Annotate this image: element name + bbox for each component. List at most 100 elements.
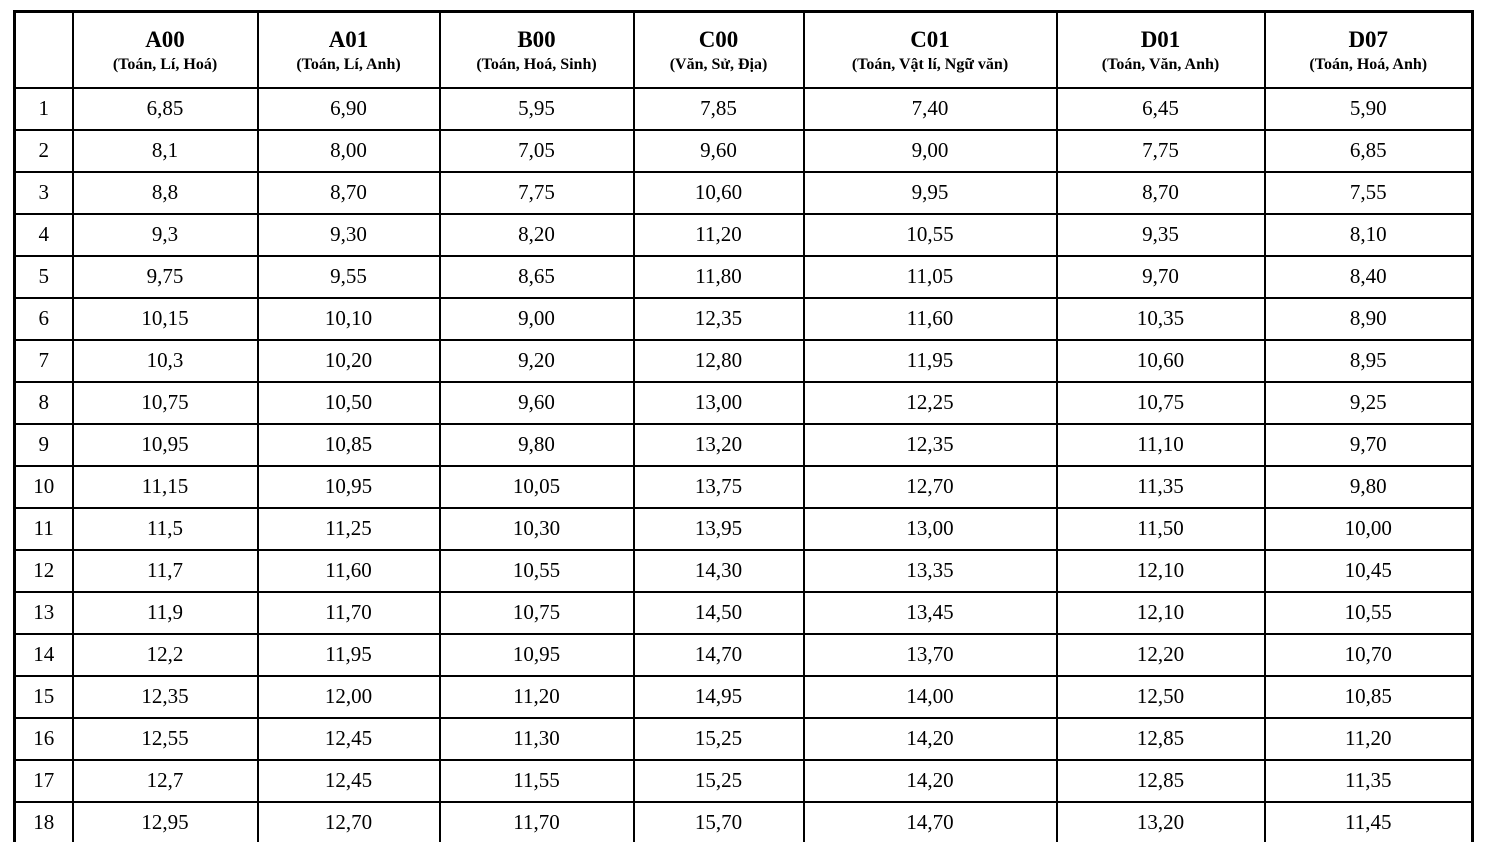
score-cell: 8,00 xyxy=(256,128,441,173)
column-code: C00 xyxy=(698,26,739,52)
score-cell: 8,10 xyxy=(1263,212,1474,257)
score-cell: 12,35 xyxy=(802,422,1058,467)
score-cell: 5,90 xyxy=(1263,86,1474,131)
score-cell: 12,10 xyxy=(1055,548,1266,593)
row-number-cell: 13 xyxy=(13,590,74,635)
score-cell: 8,20 xyxy=(438,212,635,257)
score-cell: 12,35 xyxy=(632,296,805,341)
score-cell: 15,70 xyxy=(632,800,805,842)
score-cell: 10,75 xyxy=(71,380,259,425)
score-cell: 14,30 xyxy=(632,548,805,593)
score-cell: 10,85 xyxy=(1263,674,1474,719)
row-number-cell: 8 xyxy=(13,380,74,425)
table-row: 16 12,55 12,45 11,30 15,25 14,20 12,85 11,20 xyxy=(13,716,1474,761)
score-cell: 13,20 xyxy=(632,422,805,467)
score-cell: 10,35 xyxy=(1055,296,1266,341)
score-cell: 7,75 xyxy=(1055,128,1266,173)
score-cell: 13,35 xyxy=(802,548,1058,593)
score-cell: 8,8 xyxy=(71,170,259,215)
table-row: 1 6,85 6,90 5,95 7,85 7,40 6,45 5,90 xyxy=(13,86,1474,131)
score-cell: 9,60 xyxy=(438,380,635,425)
table-row: 3 8,8 8,70 7,75 10,60 9,95 8,70 7,55 xyxy=(13,170,1474,215)
row-number-cell: 7 xyxy=(13,338,74,383)
score-cell: 5,95 xyxy=(438,86,635,131)
score-cell: 11,70 xyxy=(256,590,441,635)
table-row: 18 12,95 12,70 11,70 15,70 14,70 13,20 11,45 xyxy=(13,800,1474,842)
score-cell: 10,60 xyxy=(632,170,805,215)
score-cell: 11,60 xyxy=(256,548,441,593)
column-code: D07 xyxy=(1348,26,1389,52)
score-cell: 10,70 xyxy=(1263,632,1474,677)
row-number-cell: 9 xyxy=(13,422,74,467)
score-cell: 9,25 xyxy=(1263,380,1474,425)
score-cell: 11,55 xyxy=(438,758,635,803)
score-cell: 14,70 xyxy=(632,632,805,677)
score-cell: 10,15 xyxy=(71,296,259,341)
score-cell: 10,75 xyxy=(1055,380,1266,425)
column-subjects: (Toán, Hoá, Sinh) xyxy=(476,55,597,73)
score-cell: 15,25 xyxy=(632,716,805,761)
score-cell: 12,45 xyxy=(256,758,441,803)
score-cell: 11,20 xyxy=(438,674,635,719)
row-number-cell: 15 xyxy=(13,674,74,719)
table-row: 17 12,7 12,45 11,55 15,25 14,20 12,85 11,35 xyxy=(13,758,1474,803)
column-header-B00: B00 (Toán, Hoá, Sinh) xyxy=(438,10,635,89)
score-cell: 11,30 xyxy=(438,716,635,761)
score-cell: 8,1 xyxy=(71,128,259,173)
score-cell: 12,70 xyxy=(256,800,441,842)
score-cell: 12,10 xyxy=(1055,590,1266,635)
score-cell: 12,00 xyxy=(256,674,441,719)
score-cell: 9,60 xyxy=(632,128,805,173)
column-header-A01: A01 (Toán, Lí, Anh) xyxy=(256,10,441,89)
score-cell: 13,20 xyxy=(1055,800,1266,842)
score-cell: 10,75 xyxy=(438,590,635,635)
column-code: D01 xyxy=(1140,26,1181,52)
score-cell: 14,20 xyxy=(802,758,1058,803)
score-cell: 9,30 xyxy=(256,212,441,257)
score-cell: 10,50 xyxy=(256,380,441,425)
score-cell: 11,20 xyxy=(1263,716,1474,761)
score-cell: 12,85 xyxy=(1055,716,1266,761)
table-row: 12 11,7 11,60 10,55 14,30 13,35 12,10 10,45 xyxy=(13,548,1474,593)
score-cell: 11,15 xyxy=(71,464,259,509)
row-number-cell: 14 xyxy=(13,632,74,677)
row-number-cell: 16 xyxy=(13,716,74,761)
score-cell: 10,10 xyxy=(256,296,441,341)
score-cell: 13,75 xyxy=(632,464,805,509)
score-cell: 9,55 xyxy=(256,254,441,299)
score-cell: 6,90 xyxy=(256,86,441,131)
score-cell: 12,95 xyxy=(71,800,259,842)
column-subjects: (Toán, Hoá, Anh) xyxy=(1309,55,1428,73)
score-cell: 11,7 xyxy=(71,548,259,593)
score-cell: 12,45 xyxy=(256,716,441,761)
score-cell: 9,70 xyxy=(1055,254,1266,299)
score-cell: 6,85 xyxy=(71,86,259,131)
column-header-C01: C01 (Toán, Vật lí, Ngữ văn) xyxy=(802,10,1058,89)
score-cell: 9,95 xyxy=(802,170,1058,215)
score-cell: 9,75 xyxy=(71,254,259,299)
score-cell: 7,85 xyxy=(632,86,805,131)
score-cell: 10,55 xyxy=(802,212,1058,257)
row-number-cell: 18 xyxy=(13,800,74,842)
header-row: A00 (Toán, Lí, Hoá) A01 (Toán, Lí, Anh) B00 (… xyxy=(13,10,1474,89)
score-cell: 11,95 xyxy=(802,338,1058,383)
column-subjects: (Toán, Vật lí, Ngữ văn) xyxy=(851,55,1009,73)
score-cell: 12,80 xyxy=(632,338,805,383)
column-subjects: (Văn, Sử, Địa) xyxy=(669,55,768,73)
table-row: 13 11,9 11,70 10,75 14,50 13,45 12,10 10,55 xyxy=(13,590,1474,635)
table-row: 7 10,3 10,20 9,20 12,80 11,95 10,60 8,95 xyxy=(13,338,1474,383)
score-cell: 9,70 xyxy=(1263,422,1474,467)
row-number-cell: 6 xyxy=(13,296,74,341)
score-cell: 9,80 xyxy=(1263,464,1474,509)
score-cell: 10,45 xyxy=(1263,548,1474,593)
score-cell: 10,55 xyxy=(1263,590,1474,635)
score-cell: 14,00 xyxy=(802,674,1058,719)
row-number-header xyxy=(13,10,74,89)
score-cell: 9,80 xyxy=(438,422,635,467)
score-cell: 8,95 xyxy=(1263,338,1474,383)
score-cell: 7,40 xyxy=(802,86,1058,131)
score-cell: 12,50 xyxy=(1055,674,1266,719)
score-cell: 10,05 xyxy=(438,464,635,509)
score-cell: 8,90 xyxy=(1263,296,1474,341)
score-combination-table: A00 (Toán, Lí, Hoá) A01 (Toán, Lí, Anh) B00 (… xyxy=(13,10,1474,842)
